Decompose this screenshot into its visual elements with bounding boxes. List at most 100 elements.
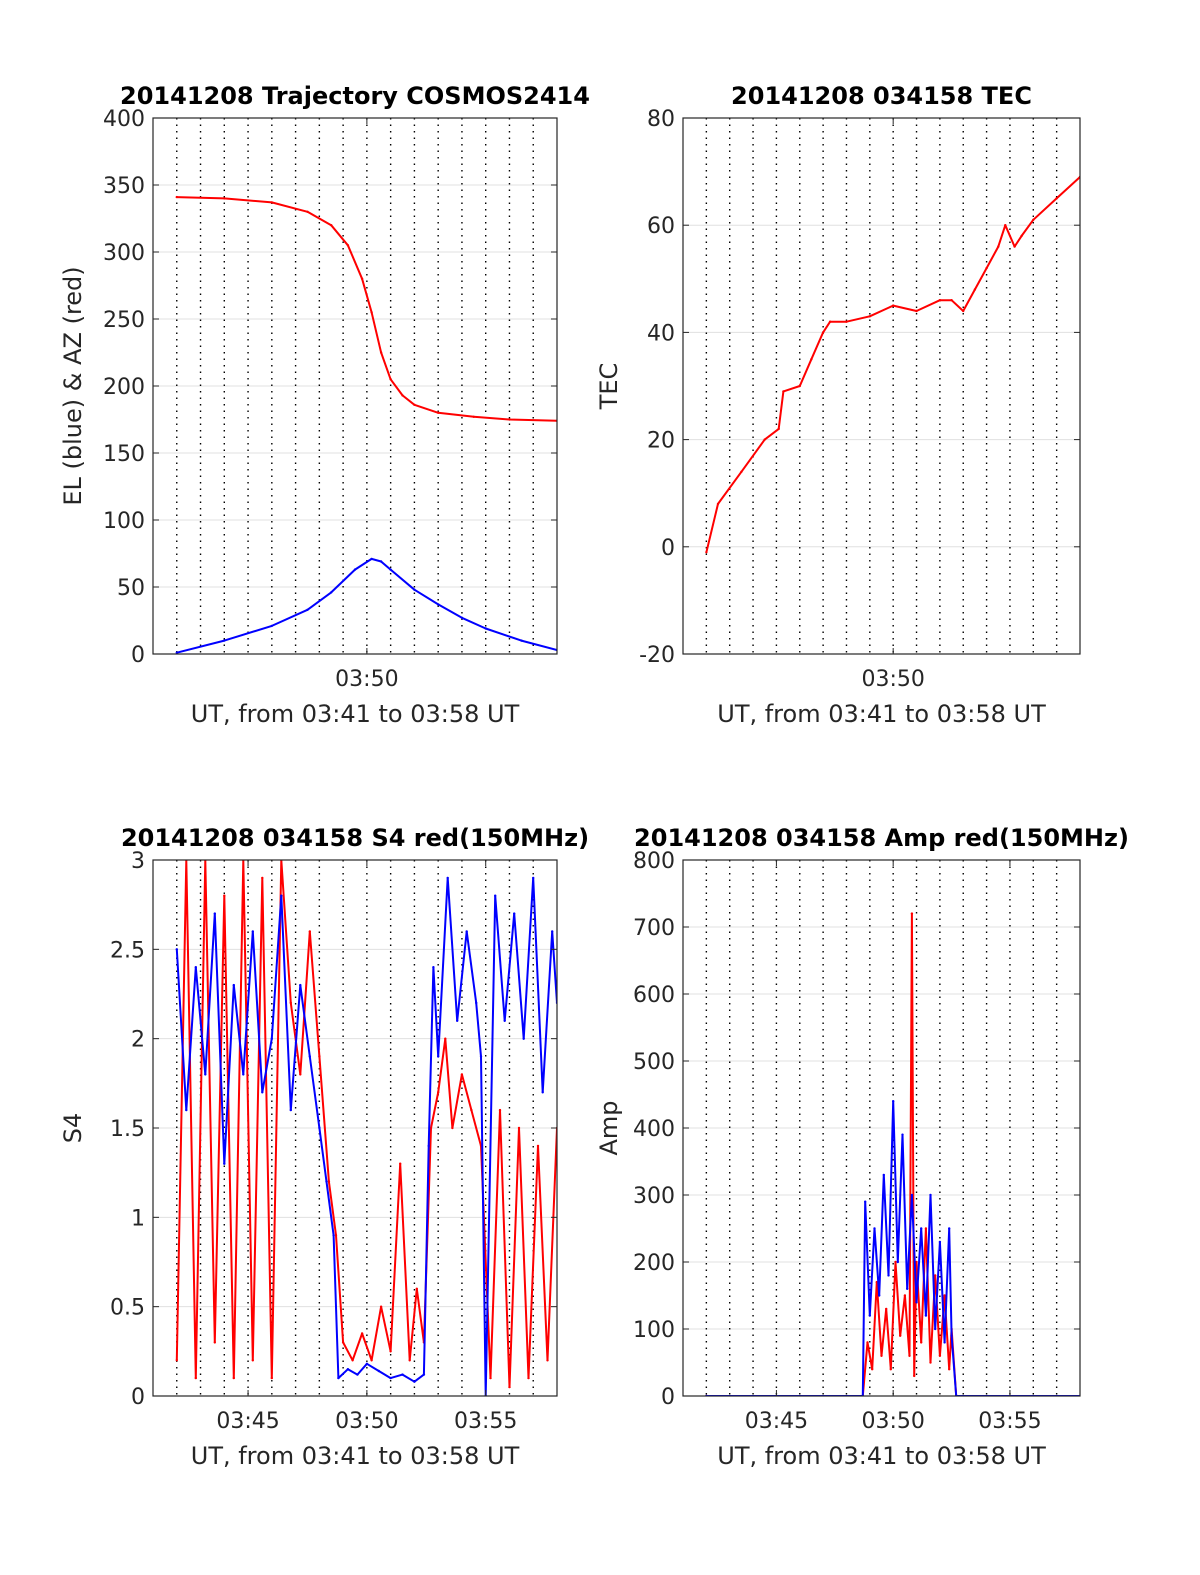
data-point	[334, 1234, 338, 1237]
data-point	[175, 948, 178, 951]
data-point	[360, 277, 364, 280]
data-point	[223, 197, 226, 200]
data-point	[868, 315, 871, 318]
data-point	[924, 1227, 928, 1230]
data-point	[318, 1055, 321, 1058]
data-point	[997, 245, 1000, 248]
data-point	[429, 1126, 433, 1130]
data-point	[494, 894, 497, 897]
data-point	[408, 1359, 411, 1362]
data-point	[341, 1341, 345, 1344]
data-point	[379, 560, 383, 563]
data-point	[280, 894, 283, 897]
data-point	[261, 1091, 264, 1094]
chart-panel: 0 50 100 150 200 250 300 350 400 03:50 20141208 Tr…	[59, 82, 590, 728]
y-tick-label: 400	[103, 107, 145, 132]
data-point	[337, 1376, 340, 1380]
chart-title: 20141208 034158 Amp red(150MHz)	[634, 824, 1129, 852]
data-point	[327, 1180, 331, 1183]
data-point	[782, 390, 785, 393]
data-point	[194, 1376, 197, 1380]
data-point	[465, 930, 468, 933]
data-point	[446, 876, 449, 880]
data-point	[175, 651, 178, 654]
data-point	[346, 244, 350, 247]
data-point	[868, 1314, 871, 1317]
x-tick-label: 03:55	[978, 1409, 1041, 1434]
x-tick-label: 03:50	[335, 667, 398, 692]
data-point	[346, 1368, 350, 1371]
data-point	[810, 358, 813, 361]
data-point	[882, 1173, 885, 1177]
data-point	[370, 311, 373, 314]
data-point	[261, 876, 264, 880]
data-point	[508, 1385, 511, 1389]
data-point	[929, 1361, 932, 1364]
y-tick-label: 800	[633, 849, 675, 874]
data-point	[270, 624, 273, 628]
y-tick-label: 20	[647, 429, 675, 454]
y-tick-label: 1.5	[110, 1117, 145, 1142]
data-point	[306, 608, 309, 611]
data-point	[401, 394, 404, 397]
data-point	[175, 195, 178, 199]
x-tick-label: 03:45	[745, 1409, 808, 1434]
data-point	[901, 1133, 904, 1136]
data-point	[413, 403, 416, 406]
data-point	[460, 616, 464, 619]
y-tick-label: -20	[639, 643, 675, 668]
x-axis-label: UT, from 03:41 to 03:58 UT	[191, 1442, 520, 1470]
data-point	[740, 470, 743, 473]
y-tick-label: 2	[131, 1028, 145, 1053]
data-point	[513, 912, 516, 915]
data-point	[908, 1354, 911, 1358]
data-point	[289, 1001, 292, 1005]
data-point	[437, 411, 440, 414]
data-point	[934, 1327, 937, 1331]
series-group	[705, 175, 1080, 554]
chart-title: 20141208 034158 S4 red(150MHz)	[121, 824, 589, 852]
data-point	[460, 1073, 464, 1076]
data-point	[950, 299, 953, 302]
data-point	[938, 1354, 942, 1358]
data-point	[541, 1091, 544, 1094]
data-point	[777, 427, 780, 431]
data-point	[223, 894, 226, 897]
x-tick-label: 03:50	[861, 1409, 924, 1434]
chart-title: 20141208 034158 TEC	[731, 82, 1032, 110]
x-axis-label: UT, from 03:41 to 03:58 UT	[717, 1442, 1046, 1470]
series-group	[175, 860, 557, 1396]
y-tick-label: 300	[633, 1184, 675, 1209]
data-point	[985, 266, 988, 270]
y-tick-label: 60	[647, 214, 675, 239]
data-point	[950, 1334, 953, 1337]
y-tick-label: 150	[103, 442, 145, 467]
data-point	[938, 299, 942, 302]
data-point	[532, 876, 535, 880]
data-point	[356, 1373, 359, 1376]
data-point	[299, 983, 302, 987]
data-point	[887, 1274, 890, 1277]
data-point	[906, 1287, 909, 1291]
y-tick-label: 0	[661, 536, 675, 561]
data-point	[351, 1359, 354, 1362]
x-axis-label: UT, from 03:41 to 03:58 UT	[717, 700, 1046, 728]
data-point	[251, 930, 254, 933]
y-tick-label: 200	[103, 375, 145, 400]
data-point	[175, 1359, 178, 1362]
data-point	[798, 384, 801, 388]
data-point	[204, 1073, 207, 1076]
y-tick-label: 700	[633, 916, 675, 941]
data-point	[1020, 234, 1023, 238]
chart-panel: -20 0 20 40 60 80 03:50 20141208 034158 TEC UT, …	[595, 82, 1081, 728]
x-axis-label: UT, from 03:41 to 03:58 UT	[191, 700, 520, 728]
y-tick-label: 100	[103, 509, 145, 534]
data-point	[845, 320, 848, 323]
data-point	[330, 224, 333, 227]
data-point	[508, 418, 511, 421]
data-point	[864, 1200, 867, 1203]
data-point	[370, 1359, 373, 1362]
data-point	[422, 1373, 426, 1376]
data-point	[973, 288, 977, 291]
